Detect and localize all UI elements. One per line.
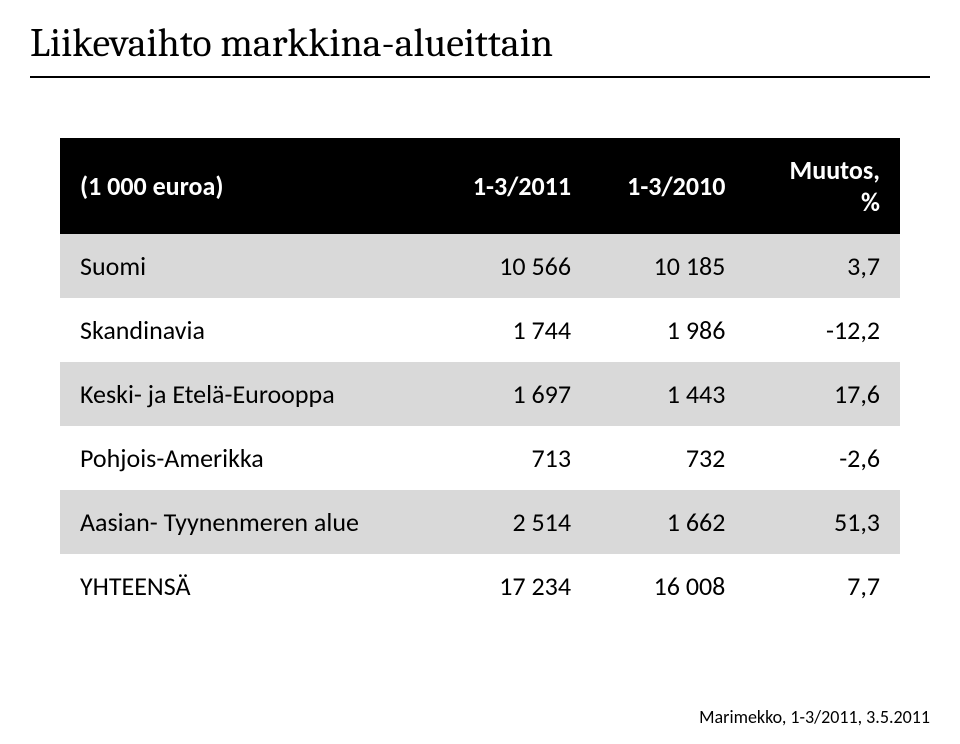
row-val: 10 185 (591, 234, 745, 298)
row-val: 1 744 (437, 298, 591, 362)
row-val: 713 (437, 426, 591, 490)
title-underline (30, 76, 930, 78)
row-val: 3,7 (745, 234, 900, 298)
header-col-1: 1-3/2011 (437, 138, 591, 234)
row-val: -2,6 (745, 426, 900, 490)
table-row: Pohjois-Amerikka 713 732 -2,6 (60, 426, 900, 490)
row-val: 1 662 (591, 490, 745, 554)
row-label: Aasian- Tyynenmeren alue (60, 490, 437, 554)
row-val: -12,2 (745, 298, 900, 362)
table-row: YHTEENSÄ 17 234 16 008 7,7 (60, 554, 900, 618)
row-val: 17,6 (745, 362, 900, 426)
row-val: 51,3 (745, 490, 900, 554)
row-label: Pohjois-Amerikka (60, 426, 437, 490)
table-row: Skandinavia 1 744 1 986 -12,2 (60, 298, 900, 362)
table-row: Keski- ja Etelä-Eurooppa 1 697 1 443 17,… (60, 362, 900, 426)
row-val: 1 443 (591, 362, 745, 426)
row-val: 1 697 (437, 362, 591, 426)
header-col-3: Muutos, % (745, 138, 900, 234)
row-val: 2 514 (437, 490, 591, 554)
row-label: YHTEENSÄ (60, 554, 437, 618)
row-val: 7,7 (745, 554, 900, 618)
row-val: 10 566 (437, 234, 591, 298)
table-row: Aasian- Tyynenmeren alue 2 514 1 662 51,… (60, 490, 900, 554)
row-val: 732 (591, 426, 745, 490)
table-header-row: (1 000 euroa) 1-3/2011 1-3/2010 Muutos, … (60, 138, 900, 234)
row-label: Keski- ja Etelä-Eurooppa (60, 362, 437, 426)
header-col-2: 1-3/2010 (591, 138, 745, 234)
row-label: Suomi (60, 234, 437, 298)
row-val: 17 234 (437, 554, 591, 618)
page-title: Liikevaihto markkina-alueittain (0, 0, 960, 76)
row-label: Skandinavia (60, 298, 437, 362)
revenue-table: (1 000 euroa) 1-3/2011 1-3/2010 Muutos, … (60, 138, 900, 618)
header-label: (1 000 euroa) (60, 138, 437, 234)
table-row: Suomi 10 566 10 185 3,7 (60, 234, 900, 298)
footer-text: Marimekko, 1-3/2011, 3.5.2011 (699, 706, 930, 728)
row-val: 16 008 (591, 554, 745, 618)
row-val: 1 986 (591, 298, 745, 362)
